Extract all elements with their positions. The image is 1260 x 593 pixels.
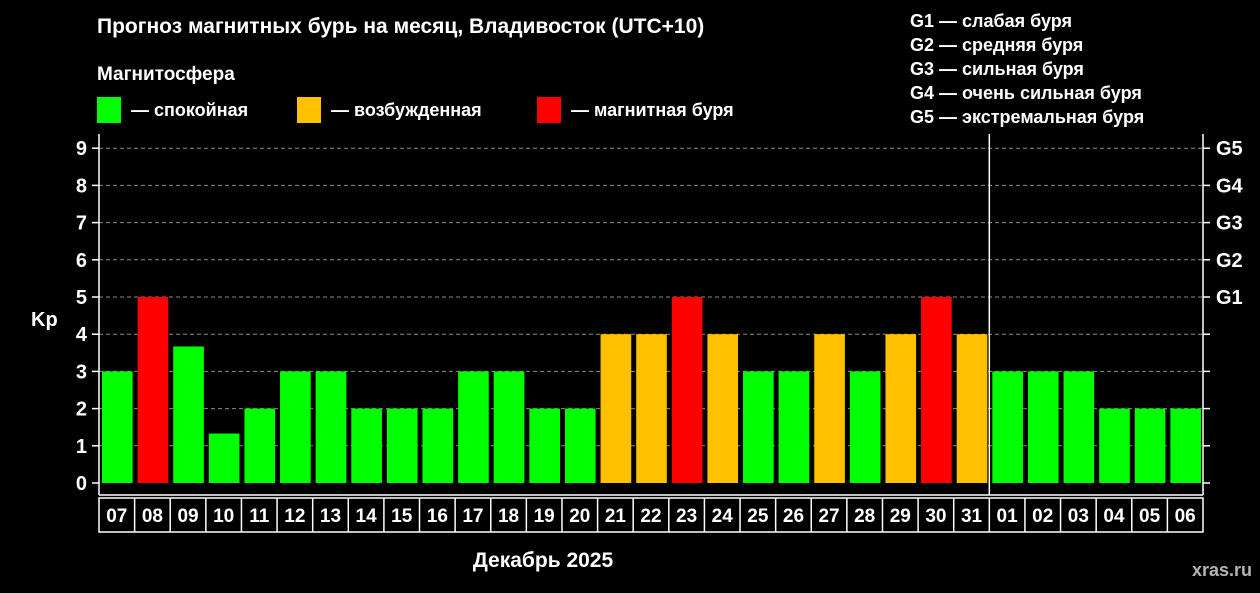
x-tick-label: 03 <box>1068 506 1089 527</box>
x-tick-label: 22 <box>640 506 661 527</box>
legend-heading: Магнитосфера <box>97 64 235 85</box>
y-axis-label: Kp <box>31 309 58 331</box>
legend-swatch-storm <box>537 97 561 123</box>
x-tick-label: 01 <box>997 506 1019 527</box>
legend-item-active: — возбужденная <box>297 97 482 123</box>
y-tick-label: 5 <box>76 287 87 309</box>
y2-tick-label: G4 <box>1216 175 1244 197</box>
x-tick-label: 19 <box>534 506 555 527</box>
x-tick-label: 23 <box>676 506 697 527</box>
bar-06 <box>1170 408 1202 483</box>
x-tick-label: 30 <box>925 506 946 527</box>
bar-09 <box>173 346 204 483</box>
legend-swatch-quiet <box>97 97 121 123</box>
bar-01 <box>992 371 1023 483</box>
y-tick-label: 6 <box>76 250 87 272</box>
y2-tick-label: G3 <box>1216 213 1243 235</box>
bar-26 <box>778 371 810 483</box>
bar-03 <box>1063 371 1095 483</box>
date-label-frame <box>98 497 1204 533</box>
storm-level-legend: G1 — слабая буря G2 — средняя буря G3 — … <box>910 9 1144 129</box>
x-tick-label: 12 <box>284 506 305 527</box>
x-tick-label: 21 <box>605 506 627 527</box>
bar-21 <box>600 334 632 483</box>
x-tick-label: 16 <box>427 506 448 527</box>
x-tick-label: 26 <box>783 506 804 527</box>
watermark: xras.ru <box>1191 560 1252 580</box>
chart-title: Прогноз магнитных бурь на месяц, Владиво… <box>97 15 705 38</box>
bar-12 <box>280 371 311 483</box>
bar-18 <box>493 371 525 483</box>
bar-20 <box>564 408 596 483</box>
legend-item-quiet: — спокойная <box>97 97 248 123</box>
x-axis-label: Декабрь 2025 <box>473 549 614 572</box>
legend-label-active: — возбужденная <box>331 99 482 120</box>
x-tick-label: 08 <box>142 506 163 527</box>
x-tick-label: 05 <box>1139 506 1161 527</box>
x-tick-label: 15 <box>391 506 413 527</box>
y2-tick-label: G2 <box>1216 250 1243 272</box>
y-tick-label: 3 <box>76 361 87 383</box>
bar-28 <box>849 371 881 483</box>
bar-04 <box>1099 408 1130 483</box>
storm-level-g3: G3 — сильная буря <box>910 59 1084 79</box>
x-tick-label: 13 <box>320 506 341 527</box>
bar-05 <box>1134 408 1166 483</box>
bar-07 <box>101 371 133 483</box>
x-tick-label: 07 <box>106 506 127 527</box>
y-tick-label: 9 <box>76 138 87 160</box>
x-tick-label: 09 <box>177 506 198 527</box>
y-tick-label: 7 <box>76 213 87 235</box>
y2-tick-label: G5 <box>1216 138 1243 160</box>
x-tick-label: 10 <box>213 506 234 527</box>
bar-15 <box>386 408 418 483</box>
x-tick-label: 06 <box>1175 506 1196 527</box>
bar-16 <box>422 408 454 483</box>
legend-swatch-active <box>297 97 321 123</box>
x-tick-label: 29 <box>890 506 911 527</box>
bar-02 <box>1027 371 1059 483</box>
x-tick-label: 25 <box>747 506 769 527</box>
bar-23 <box>671 297 703 483</box>
y-tick-label: 8 <box>76 175 87 197</box>
bar-11 <box>244 408 276 483</box>
bar-10 <box>208 433 240 483</box>
x-tick-label: 28 <box>854 506 875 527</box>
bar-31 <box>956 334 988 483</box>
bar-08 <box>137 297 169 483</box>
bar-22 <box>636 334 667 483</box>
bar-24 <box>707 334 739 483</box>
x-tick-label: 11 <box>249 506 270 527</box>
bar-29 <box>885 334 917 483</box>
bar-13 <box>315 371 347 483</box>
legend-label-storm: — магнитная буря <box>571 99 734 120</box>
bar-19 <box>529 408 560 483</box>
x-tick-label: 18 <box>498 506 519 527</box>
y-tick-label: 1 <box>76 436 87 458</box>
storm-level-g2: G2 — средняя буря <box>910 35 1084 55</box>
bar-27 <box>814 334 845 483</box>
x-tick-label: 14 <box>356 506 378 527</box>
x-tick-label: 17 <box>462 506 483 527</box>
bar-25 <box>743 371 774 483</box>
x-tick-label: 04 <box>1103 506 1125 527</box>
y2-tick-label: G1 <box>1216 287 1243 309</box>
x-tick-label: 02 <box>1032 506 1053 527</box>
x-tick-label: 24 <box>712 506 734 527</box>
x-tick-label: 20 <box>569 506 590 527</box>
y-tick-label: 0 <box>76 473 87 495</box>
storm-level-g5: G5 — экстремальная буря <box>910 107 1145 127</box>
y-tick-label: 4 <box>76 324 88 346</box>
bar-30 <box>921 297 952 483</box>
storm-level-g4: G4 — очень сильная буря <box>910 83 1142 103</box>
x-tick-label: 31 <box>961 506 983 527</box>
storm-level-g1: G1 — слабая буря <box>910 11 1073 31</box>
bar-14 <box>351 408 382 483</box>
legend-label-quiet: — спокойная <box>131 99 249 120</box>
y-tick-label: 2 <box>76 399 87 421</box>
x-tick-label: 27 <box>818 506 839 527</box>
bar-17 <box>458 371 489 483</box>
legend-item-storm: — магнитная буря <box>537 97 734 123</box>
